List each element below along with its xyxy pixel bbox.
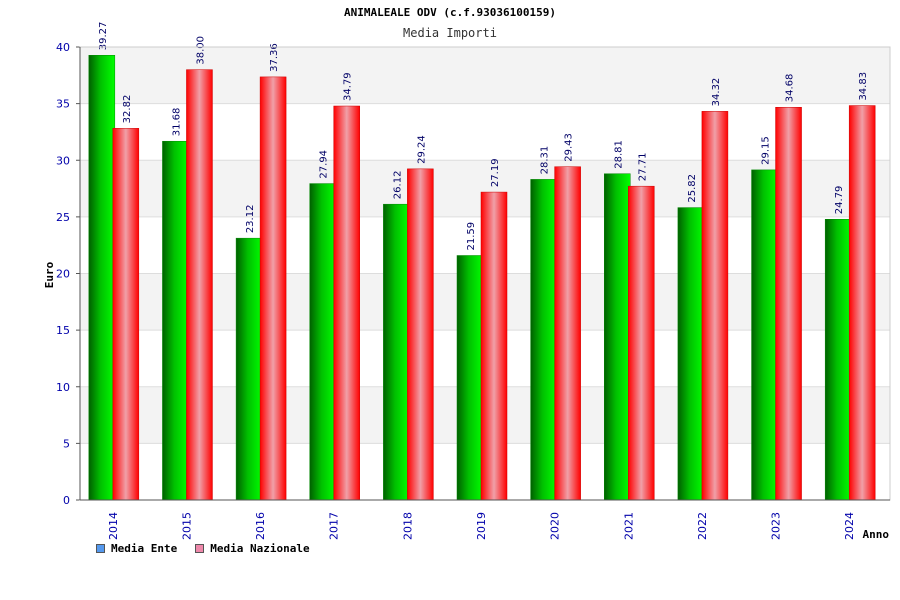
chart-title: ANIMALEALE ODV (c.f.93036100159) bbox=[344, 6, 556, 19]
y-tick-label: 25 bbox=[56, 211, 70, 224]
bar-media-ente-2020 bbox=[530, 179, 557, 501]
y-tick-label: 15 bbox=[56, 324, 70, 337]
bar-media-ente-2014 bbox=[88, 55, 116, 501]
value-label: 39.27 bbox=[98, 22, 109, 51]
value-label: 34.68 bbox=[785, 74, 796, 103]
x-tick-label: 2020 bbox=[549, 512, 562, 540]
bar-media-ente-2018 bbox=[383, 203, 410, 501]
bar-media-nazionale-2023 bbox=[775, 106, 802, 501]
bar-media-ente-2019 bbox=[456, 255, 484, 501]
legend-item-media-nazionale: Media Nazionale bbox=[195, 542, 310, 555]
bar-media-ente-2017 bbox=[309, 183, 336, 501]
x-tick-label: 2017 bbox=[328, 512, 341, 540]
legend-label-media-ente: Media Ente bbox=[111, 542, 178, 555]
value-label: 37.36 bbox=[269, 43, 280, 72]
legend-swatch-media-nazionale bbox=[195, 544, 205, 553]
bar-media-nazionale-2019 bbox=[480, 191, 508, 501]
x-tick-label: 2024 bbox=[843, 512, 856, 540]
bar-media-ente-2023 bbox=[751, 169, 778, 501]
grid-band bbox=[80, 47, 890, 104]
bar-media-nazionale-2024 bbox=[848, 105, 876, 501]
value-label: 28.81 bbox=[613, 140, 624, 169]
value-label: 27.71 bbox=[637, 153, 648, 182]
bar-media-nazionale-2016 bbox=[259, 76, 287, 501]
y-tick-label: 10 bbox=[56, 381, 70, 394]
x-tick-label: 2014 bbox=[107, 512, 120, 540]
bar-media-nazionale-2014 bbox=[112, 128, 140, 501]
x-tick-label: 2015 bbox=[180, 512, 193, 540]
value-label: 27.94 bbox=[319, 150, 330, 179]
x-tick-label: 2018 bbox=[401, 512, 414, 540]
value-label: 29.43 bbox=[564, 133, 575, 162]
bar-media-nazionale-2022 bbox=[701, 111, 729, 501]
value-label: 27.19 bbox=[490, 158, 501, 187]
bar-media-nazionale-2020 bbox=[554, 166, 581, 501]
value-label: 29.15 bbox=[761, 136, 772, 165]
value-label: 34.83 bbox=[858, 72, 869, 101]
legend-item-media-ente: Media Ente bbox=[96, 542, 177, 555]
value-label: 26.12 bbox=[392, 171, 403, 200]
value-label: 23.12 bbox=[245, 205, 256, 234]
chart-subtitle: Media Importi bbox=[403, 26, 497, 40]
y-tick-label: 0 bbox=[63, 494, 70, 507]
value-label: 32.82 bbox=[122, 95, 133, 124]
x-tick-label: 2019 bbox=[475, 512, 488, 540]
bar-media-ente-2016 bbox=[235, 237, 263, 501]
bar-media-nazionale-2018 bbox=[407, 168, 434, 501]
bar-media-ente-2021 bbox=[604, 173, 631, 501]
value-label: 29.24 bbox=[416, 135, 427, 164]
value-label: 38.00 bbox=[195, 36, 206, 65]
x-axis-label: Anno bbox=[863, 528, 890, 541]
y-tick-label: 35 bbox=[56, 98, 70, 111]
value-label: 21.59 bbox=[466, 222, 477, 251]
legend-swatch-media-ente bbox=[96, 544, 105, 553]
y-tick-label: 40 bbox=[56, 41, 70, 54]
bar-media-ente-2022 bbox=[677, 207, 705, 501]
x-tick-label: 2016 bbox=[254, 512, 267, 540]
y-tick-label: 5 bbox=[63, 437, 70, 450]
chart-legend: Media Ente Media Nazionale bbox=[96, 542, 310, 555]
value-label: 25.82 bbox=[687, 174, 698, 203]
bar-media-nazionale-2015 bbox=[186, 69, 213, 501]
x-tick-label: 2022 bbox=[696, 512, 709, 540]
x-tick-label: 2021 bbox=[622, 512, 635, 540]
bar-media-nazionale-2017 bbox=[333, 105, 360, 501]
x-tick-label: 2023 bbox=[770, 512, 783, 540]
value-label: 31.68 bbox=[171, 108, 182, 137]
value-label: 28.31 bbox=[540, 146, 551, 175]
value-label: 34.32 bbox=[711, 78, 722, 107]
bar-media-ente-2024 bbox=[824, 219, 852, 501]
y-tick-label: 30 bbox=[56, 154, 70, 167]
bar-media-nazionale-2021 bbox=[628, 185, 655, 501]
value-label: 34.79 bbox=[343, 72, 354, 101]
y-tick-label: 20 bbox=[56, 268, 70, 281]
value-label: 24.79 bbox=[834, 186, 845, 215]
y-axis-label: Euro bbox=[43, 261, 56, 288]
bar-media-ente-2015 bbox=[162, 140, 189, 501]
legend-label-media-nazionale: Media Nazionale bbox=[210, 542, 310, 555]
